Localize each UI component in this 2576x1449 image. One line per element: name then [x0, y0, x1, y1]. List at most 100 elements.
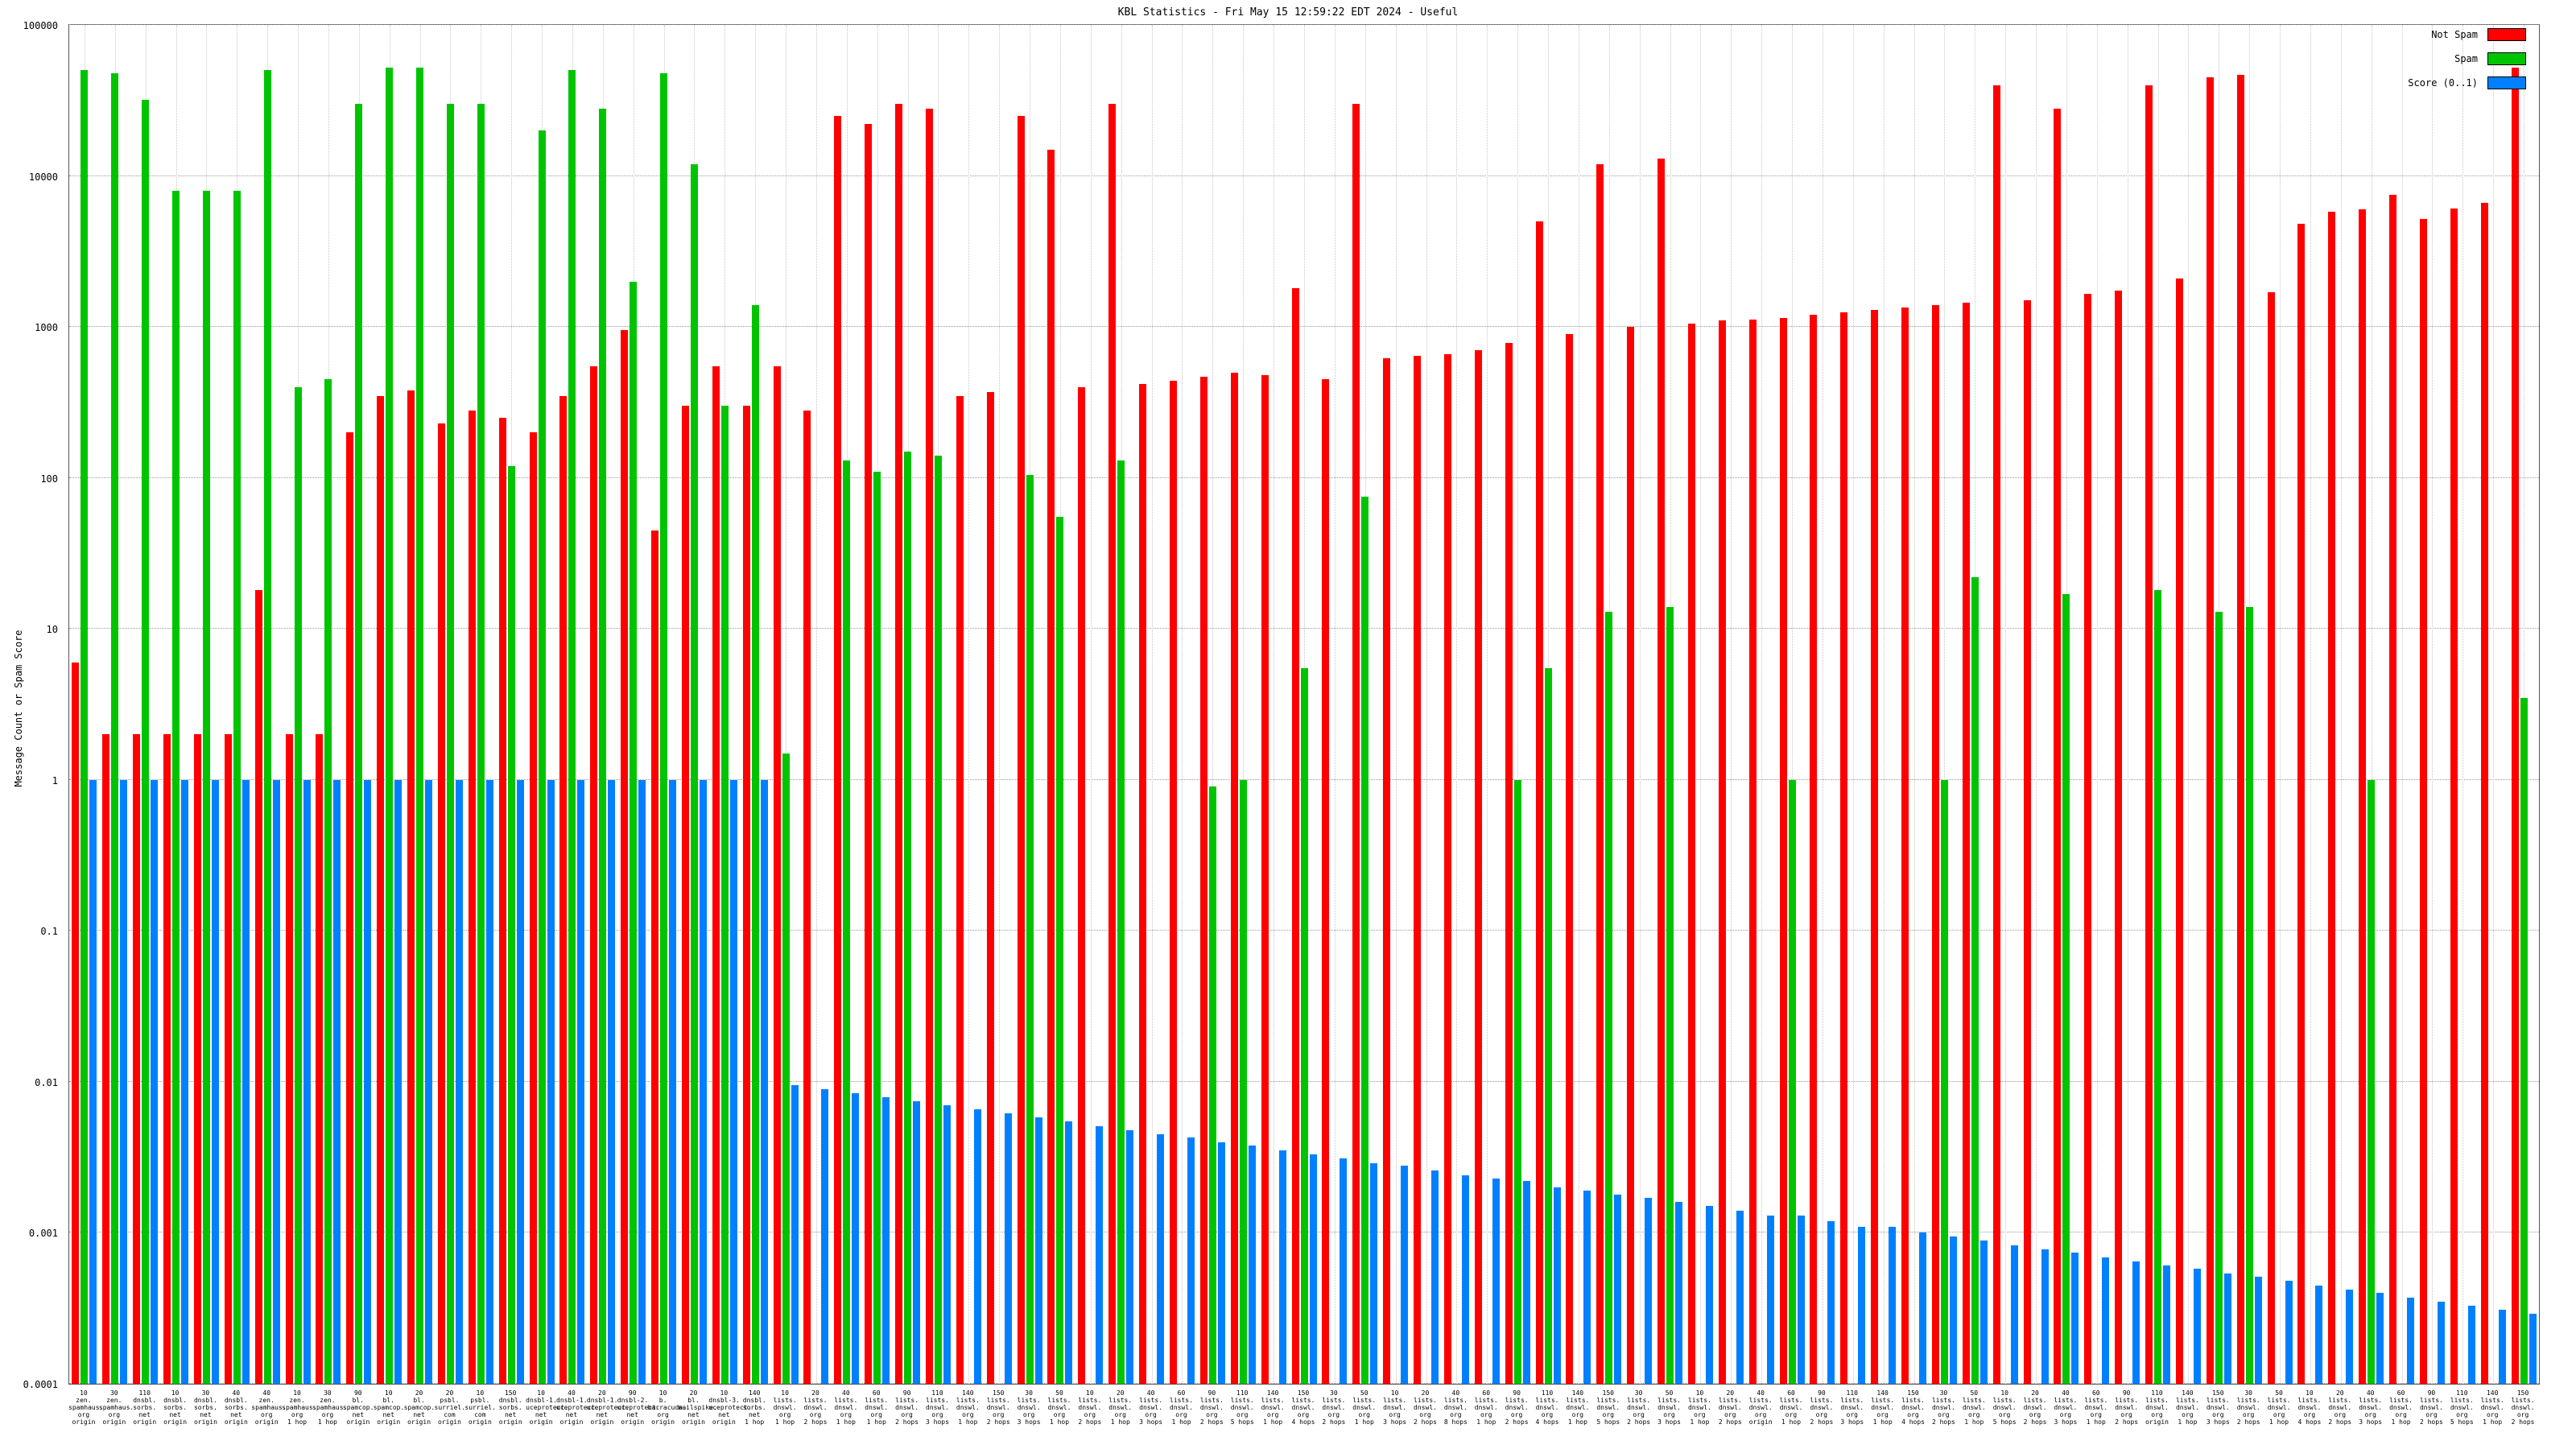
bar-score: [852, 1093, 860, 1384]
x-tick-label: 140 lists. dnswl. org 1 hop: [2480, 1389, 2504, 1426]
v-gridline: [2096, 25, 2098, 1384]
bar-spam: [2245, 606, 2253, 1384]
bar-not-spam: [1352, 104, 1360, 1384]
bar-not-spam: [2419, 218, 2427, 1384]
bar-not-spam: [986, 392, 994, 1384]
bar-not-spam: [468, 410, 476, 1384]
bar-score: [760, 779, 768, 1384]
bar-not-spam: [1627, 327, 1635, 1384]
bar-spam: [568, 70, 576, 1384]
v-gridline: [2188, 25, 2190, 1384]
bar-not-spam: [1230, 372, 1238, 1384]
bar-score: [2285, 1281, 2293, 1384]
x-tick-label: 60 lists. dnswl. org 1 hop: [1170, 1389, 1193, 1426]
bar-not-spam: [1931, 304, 1939, 1384]
bar-score: [1096, 1125, 1104, 1384]
bar-not-spam: [1443, 353, 1451, 1384]
bar-score: [1431, 1170, 1439, 1384]
x-tick-label: 150 dnsbl. sorbs. net origin: [498, 1389, 522, 1426]
bar-spam: [263, 70, 271, 1384]
v-gridline: [1151, 25, 1153, 1384]
x-tick-label: 150 lists. dnswl. org 4 hops: [1291, 1389, 1315, 1426]
bar-not-spam: [895, 104, 903, 1384]
v-gridline: [1731, 25, 1732, 1384]
x-tick-label: 50 lists. dnswl. org 3 hops: [1657, 1389, 1681, 1426]
bar-spam: [2215, 611, 2223, 1384]
bar-not-spam: [1017, 115, 1025, 1384]
bar-not-spam: [590, 365, 598, 1384]
bar-not-spam: [2084, 294, 2092, 1384]
bar-score: [638, 779, 646, 1384]
bar-score: [1553, 1187, 1561, 1384]
bar-score: [1157, 1133, 1165, 1384]
bar-score: [151, 779, 159, 1384]
x-tick-label: 90 dnsbl-2. uceprotect. net origin: [617, 1389, 660, 1426]
bar-score: [2529, 1314, 2537, 1384]
bar-score: [1645, 1198, 1653, 1384]
legend-swatch: [2487, 52, 2526, 65]
bar-score: [455, 779, 463, 1384]
v-gridline: [1700, 25, 1702, 1384]
bar-not-spam: [133, 734, 141, 1384]
bar-not-spam: [72, 662, 80, 1384]
legend-item: Spam: [2408, 47, 2526, 71]
bar-not-spam: [1687, 324, 1695, 1384]
bar-spam: [1208, 786, 1216, 1384]
bar-score: [2041, 1249, 2049, 1384]
y-tick-label: 100000: [23, 20, 58, 31]
bar-not-spam: [437, 423, 445, 1384]
bar-spam: [1117, 460, 1125, 1384]
bar-not-spam: [346, 432, 354, 1384]
bar-not-spam: [193, 734, 201, 1384]
bar-not-spam: [316, 734, 324, 1384]
x-tick-label: 10 dnsbl-3. uceprotect. net origin: [708, 1389, 752, 1426]
bar-spam: [873, 471, 881, 1384]
bar-not-spam: [2511, 68, 2519, 1384]
bar-score: [181, 779, 189, 1384]
x-tick-label: 60 lists. dnswl. org 1 hop: [1474, 1389, 1498, 1426]
bar-spam: [1544, 667, 1552, 1384]
v-gridline: [1944, 25, 1946, 1384]
bar-spam: [720, 406, 729, 1384]
bar-score: [1797, 1216, 1805, 1384]
bar-spam: [2368, 779, 2376, 1384]
v-gridline: [1517, 25, 1519, 1384]
bar-not-spam: [498, 418, 506, 1384]
y-tick-label: 0.01: [35, 1076, 58, 1088]
bar-score: [1034, 1117, 1042, 1384]
x-tick-label: 140 dnsbl. sorbs. net 1 hop: [742, 1389, 766, 1426]
bar-score: [1217, 1141, 1225, 1384]
bar-score: [821, 1089, 829, 1384]
v-gridline: [2280, 25, 2281, 1384]
bar-not-spam: [1139, 383, 1147, 1384]
y-axis: 100000 10000 1000 100 10 1 0.1 0.01 0.001 0.0001: [0, 20, 64, 1390]
x-tick-label: 150 lists. dnswl. org 2 hops: [2511, 1389, 2535, 1426]
x-tick-label: 110 lists. dnswl. org origin: [2145, 1389, 2169, 1426]
x-tick-label: 10 lists. dnswl. org 2 hops: [1078, 1389, 1102, 1426]
x-tick-label: 60 lists. dnswl. org 1 hop: [2084, 1389, 2108, 1426]
bar-not-spam: [834, 115, 842, 1384]
x-tick-label: 60 lists. dnswl. org 1 hop: [1779, 1389, 1803, 1426]
x-tick-label: 40 zen. spamhaus. org origin: [251, 1389, 287, 1426]
x-tick-label: 30 lists. dnswl. org 2 hops: [1322, 1389, 1346, 1426]
bar-score: [485, 779, 493, 1384]
bar-spam: [2062, 594, 2070, 1384]
bar-score: [333, 779, 341, 1384]
bar-score: [1919, 1232, 1927, 1384]
x-tick-label: 110 lists. dnswl. org 5 hops: [2450, 1389, 2474, 1426]
x-tick-label: 140 lists. dnswl. org 1 hop: [1566, 1389, 1590, 1426]
bar-not-spam: [1199, 376, 1208, 1384]
x-tick-label: 110 lists. dnswl. org 5 hops: [1230, 1389, 1254, 1426]
bar-spam: [416, 68, 424, 1384]
bar-score: [729, 779, 737, 1384]
bar-not-spam: [224, 734, 232, 1384]
x-tick-label: 20 lists. dnswl. org 2 hops: [803, 1389, 828, 1426]
v-gridline: [1761, 25, 1763, 1384]
x-tick-label: 50 lists. dnswl. org 1 hop: [1352, 1389, 1377, 1426]
x-tick-label: 90 lists. dnswl. org 2 hops: [2419, 1389, 2443, 1426]
y-tick-label: 1: [52, 774, 58, 786]
bar-spam: [782, 753, 790, 1384]
bar-score: [791, 1085, 799, 1384]
bar-spam: [142, 99, 150, 1384]
x-tick-label: 20 bl. spamcop. net origin: [403, 1389, 436, 1426]
